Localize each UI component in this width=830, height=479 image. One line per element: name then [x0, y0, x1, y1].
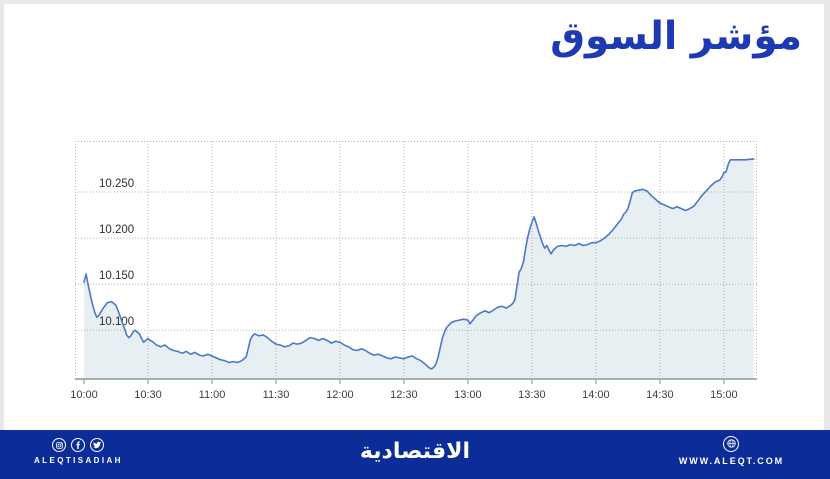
svg-text:10.100: 10.100 [99, 316, 134, 328]
facebook-icon[interactable] [71, 438, 86, 452]
footer-website-block: WWW.ALEQT.COM [679, 435, 784, 466]
svg-text:12:00: 12:00 [326, 389, 354, 401]
footer-bar: ALEQTISADIAH الاقتصادية WWW.ALEQT.COM [0, 430, 830, 479]
twitter-icon[interactable] [90, 438, 105, 452]
footer-website[interactable]: WWW.ALEQT.COM [678, 456, 784, 466]
svg-text:10.250: 10.250 [99, 178, 134, 190]
news-graphic-card: مؤشر السوق 10.250 10.200 10.150 10.100 10:00… [4, 4, 824, 430]
social-icons [34, 438, 123, 452]
chart-canvas: 10.250 10.200 10.150 10.100 10:00 10:30 11:00 1… [70, 141, 757, 401]
svg-text:14:30: 14:30 [646, 389, 674, 401]
svg-text:10:30: 10:30 [134, 389, 162, 401]
page-title: مؤشر السوق [550, 14, 802, 59]
footer-handle: ALEQTISADIAH [34, 456, 123, 465]
svg-text:13:00: 13:00 [454, 389, 482, 401]
svg-text:10:00: 10:00 [70, 389, 98, 401]
svg-text:13:30: 13:30 [518, 389, 546, 401]
svg-text:12:30: 12:30 [390, 389, 418, 401]
svg-text:11:30: 11:30 [263, 389, 290, 401]
footer-social-block: ALEQTISADIAH [34, 438, 123, 465]
svg-text:10.200: 10.200 [99, 224, 134, 236]
newspaper-logo: الاقتصادية [359, 439, 471, 464]
svg-text:11:00: 11:00 [199, 389, 226, 401]
globe-icon [723, 435, 740, 452]
svg-text:15:00: 15:00 [710, 389, 738, 401]
svg-text:14:00: 14:00 [582, 389, 610, 401]
market-index-chart: 10.250 10.200 10.150 10.100 10:00 10:30 11:00 1… [70, 141, 757, 403]
instagram-icon[interactable] [52, 438, 67, 452]
svg-text:10.150: 10.150 [99, 270, 134, 282]
